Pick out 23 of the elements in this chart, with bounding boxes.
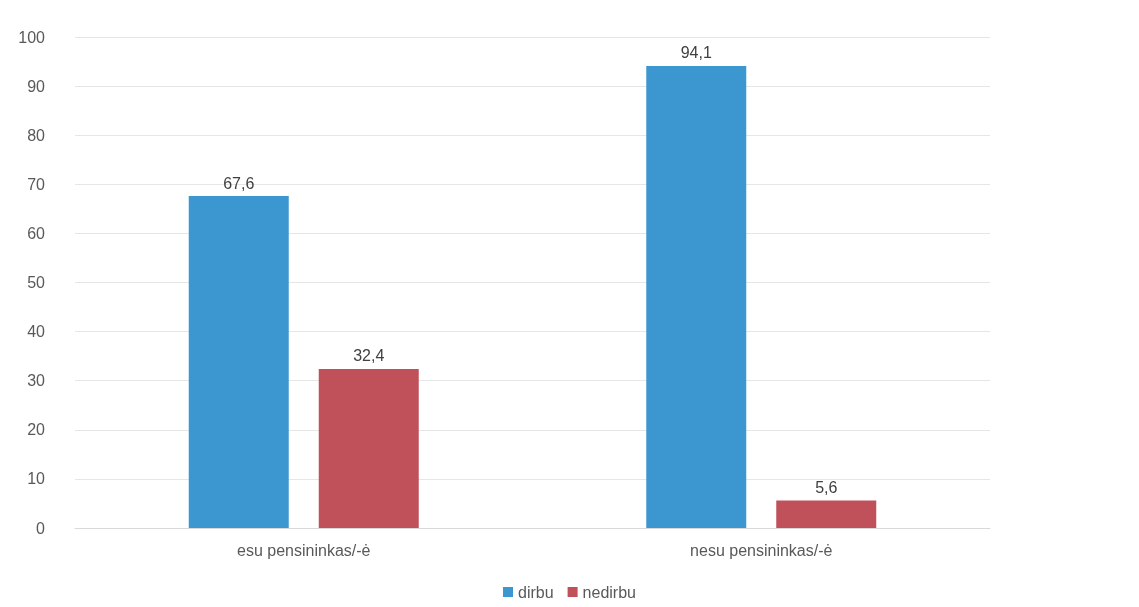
x-tick-label: esu pensininkas/-ė — [237, 541, 371, 559]
bar — [188, 196, 289, 528]
x-tick-label: nesu pensininkas/-ė — [690, 541, 833, 559]
y-tick-label: 60 — [27, 224, 46, 242]
y-tick-label: 90 — [27, 77, 46, 95]
y-tick-label: 40 — [27, 323, 46, 341]
bar — [318, 368, 419, 528]
y-tick-label: 70 — [27, 175, 46, 193]
legend-label: dirbu — [518, 583, 554, 601]
bar — [776, 500, 877, 528]
y-tick-label: 0 — [36, 519, 46, 537]
data-label: 5,6 — [815, 479, 838, 496]
y-tick-label: 30 — [27, 372, 46, 390]
y-tick-label: 10 — [27, 470, 46, 488]
legend-label: nedirbu — [582, 583, 636, 601]
y-tick-label: 20 — [27, 421, 46, 439]
data-label: 67,6 — [223, 174, 255, 192]
data-label: 32,4 — [353, 347, 385, 365]
data-label: 94,1 — [680, 44, 712, 62]
y-tick-label: 80 — [27, 126, 46, 144]
y-tick-label: 100 — [18, 28, 46, 46]
bar — [646, 65, 747, 528]
y-tick-label: 50 — [27, 274, 46, 291]
